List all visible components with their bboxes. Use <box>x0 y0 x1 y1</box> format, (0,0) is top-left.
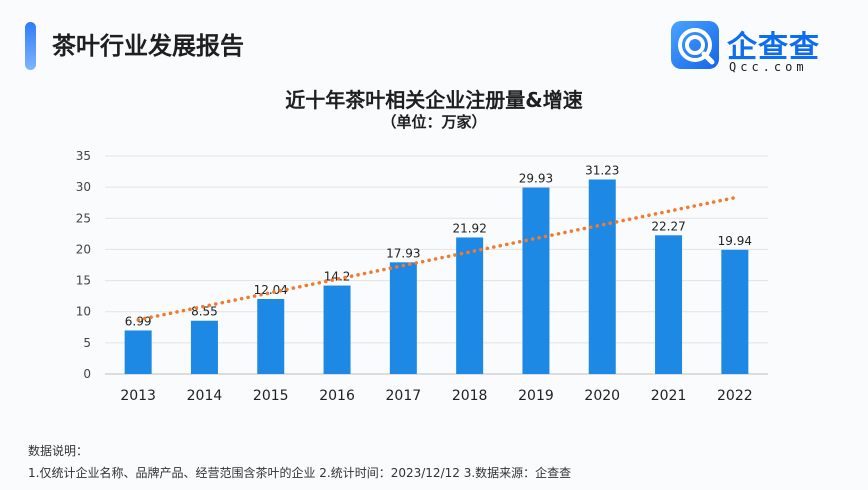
notes-heading: 数据说明： <box>28 444 89 458</box>
y-tick-label: 10 <box>76 305 91 319</box>
bar <box>655 235 683 374</box>
data-label: 12.04 <box>254 283 288 297</box>
data-label: 14.2 <box>324 270 351 284</box>
title-accent-bar <box>25 22 36 70</box>
chart-subtitle: （单位：万家） <box>381 113 487 131</box>
data-notes: 数据说明： 1.仅统计企业名称、品牌产品、经营范围含茶叶的企业 2.统计时间：2… <box>28 440 571 484</box>
data-label: 21.92 <box>452 221 486 235</box>
x-tick-label: 2015 <box>253 388 289 404</box>
report-title: 茶叶行业发展报告 <box>52 32 244 60</box>
x-tick-label: 2021 <box>651 388 687 404</box>
bar <box>257 299 285 374</box>
y-tick-label: 35 <box>76 149 91 163</box>
qcc-logo: 企查查 Qcc.com <box>671 21 841 77</box>
x-tick-label: 2014 <box>187 388 223 404</box>
chart-title: 近十年茶叶相关企业注册量&增速 <box>285 88 583 112</box>
data-label: 17.93 <box>386 246 420 260</box>
bar <box>456 237 484 374</box>
x-tick-label: 2019 <box>518 388 554 404</box>
logo-name: 企查查 <box>727 30 820 65</box>
y-tick-label: 15 <box>76 274 91 288</box>
bar <box>323 285 351 374</box>
logo-domain: Qcc.com <box>729 60 808 74</box>
bar <box>522 187 550 374</box>
bar-chart: 051015202530356.9920138.55201412.0420151… <box>76 149 768 404</box>
x-tick-label: 2016 <box>319 388 355 404</box>
bar <box>124 330 152 374</box>
bar <box>190 320 218 374</box>
magnifier-q-icon <box>671 21 719 69</box>
x-tick-label: 2020 <box>584 388 620 404</box>
bar <box>721 249 749 374</box>
x-tick-label: 2013 <box>120 388 156 404</box>
x-tick-label: 2018 <box>452 388 488 404</box>
y-tick-label: 30 <box>76 180 91 194</box>
y-tick-label: 5 <box>83 336 91 350</box>
trendline <box>136 195 737 322</box>
data-label: 22.27 <box>651 219 685 233</box>
y-tick-label: 25 <box>76 211 91 225</box>
bar <box>389 262 417 374</box>
x-tick-label: 2017 <box>386 388 422 404</box>
data-label: 29.93 <box>519 172 553 186</box>
data-label: 19.94 <box>718 234 752 248</box>
data-label: 31.23 <box>585 163 619 177</box>
y-tick-label: 20 <box>76 242 91 256</box>
y-tick-label: 0 <box>83 367 91 381</box>
x-tick-label: 2022 <box>717 388 753 404</box>
bar <box>588 179 616 374</box>
notes-line: 1.仅统计企业名称、品牌产品、经营范围含茶叶的企业 2.统计时间：2023/12… <box>28 466 572 480</box>
